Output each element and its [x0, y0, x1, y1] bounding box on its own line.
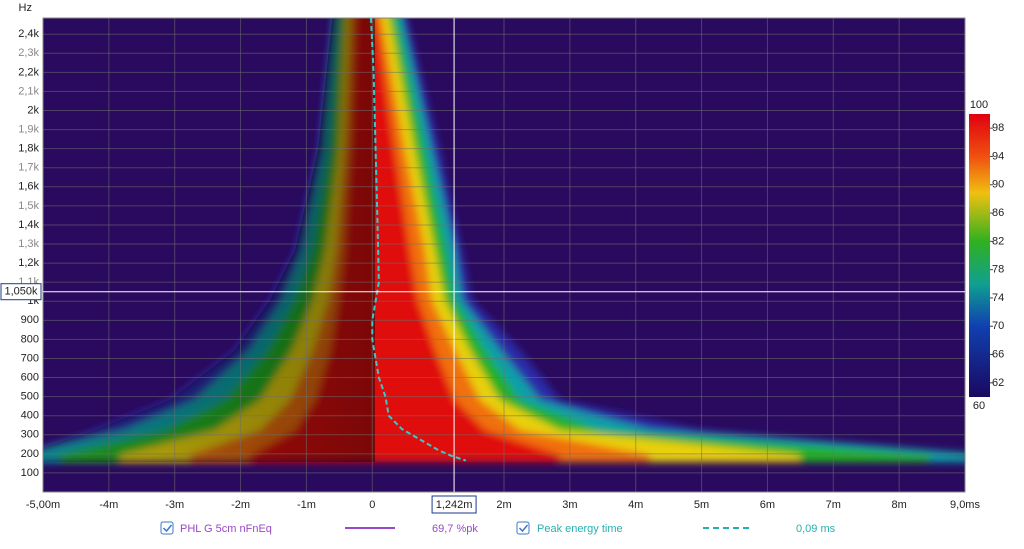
heat-band — [250, 18, 560, 462]
colorbar-tick-label: 62 — [992, 377, 1004, 389]
cursor-label: 1,050k — [4, 286, 38, 298]
legend-value: 0,09 ms — [796, 523, 836, 535]
y-tick-label: 2,4k — [18, 28, 39, 40]
colorbar-tick-label: 82 — [992, 235, 1004, 247]
y-tick-label: 300 — [21, 429, 39, 441]
colorbar-tick-label: 90 — [992, 179, 1004, 191]
colorbar-tick-label: 94 — [992, 150, 1004, 162]
y-tick-label: 100 — [21, 467, 39, 479]
y-tick-label: 200 — [21, 448, 39, 460]
x-tick-label: 8m — [892, 499, 907, 511]
y-axis-label: Hz — [19, 2, 32, 14]
colorbar-tick-label: 78 — [992, 264, 1004, 276]
x-tick-label: 0 — [369, 499, 375, 511]
y-tick-label: 1,4k — [18, 219, 39, 231]
y-tick-label: 1,6k — [18, 181, 39, 193]
x-tick-label: 7m — [826, 499, 841, 511]
checkbox[interactable] — [516, 521, 530, 535]
x-tick-label: 9,0ms — [950, 499, 980, 511]
y-tick-label: 2k — [27, 104, 39, 116]
y-tick-label: 400 — [21, 410, 39, 422]
check-icon — [518, 524, 529, 533]
x-tick-label: 3m — [562, 499, 577, 511]
y-tick-label: 2,2k — [18, 66, 39, 78]
y-tick-label: 2,1k — [18, 85, 39, 97]
y-tick-label: 1,5k — [18, 200, 39, 212]
y-tick-label: 600 — [21, 371, 39, 383]
colorbar-tick-label: 86 — [992, 207, 1004, 219]
y-tick-label: 2,3k — [18, 47, 39, 59]
y-tick-label: 900 — [21, 314, 39, 326]
x-tick-label: -2m — [231, 499, 250, 511]
x-tick-label: -3m — [165, 499, 184, 511]
colorbar-max: 100 — [970, 99, 988, 111]
colorbar — [969, 114, 990, 397]
x-tick-label: 6m — [760, 499, 775, 511]
y-tick-label: 500 — [21, 391, 39, 403]
y-tick-label: 1,8k — [18, 143, 39, 155]
legend-value: 69,7 %pk — [432, 523, 478, 535]
colorbar-tick-label: 66 — [992, 348, 1004, 360]
cursor-label-box — [0, 283, 42, 301]
x-tick-label: 5m — [694, 499, 709, 511]
colorbar-tick-label: 70 — [992, 320, 1004, 332]
colorbar-tick-label: 74 — [992, 292, 1004, 304]
x-tick-label: 4m — [628, 499, 643, 511]
legend-label: PHL G 5cm nFnEq — [180, 523, 272, 535]
x-tick-label: -1m — [297, 499, 316, 511]
y-tick-label: 1,7k — [18, 162, 39, 174]
x-tick-label: 2m — [496, 499, 511, 511]
y-tick-label: 1,9k — [18, 123, 39, 135]
colorbar-min: 60 — [973, 400, 985, 412]
y-tick-label: 700 — [21, 352, 39, 364]
heat-band — [190, 18, 650, 462]
x-tick-label: -4m — [99, 499, 118, 511]
y-tick-label: 1,2k — [18, 257, 39, 269]
colorbar-tick-label: 98 — [992, 122, 1004, 134]
cursor-label: 1,242m — [436, 499, 473, 511]
y-tick-label: 1,3k — [18, 238, 39, 250]
y-tick-label: 800 — [21, 333, 39, 345]
checkbox[interactable] — [160, 521, 174, 535]
grid — [43, 18, 965, 492]
plot-border — [42, 17, 966, 493]
check-icon — [162, 524, 173, 533]
cursor-label-box — [431, 495, 477, 514]
legend-label: Peak energy time — [537, 523, 623, 535]
x-tick-label: -5,00m — [26, 499, 60, 511]
